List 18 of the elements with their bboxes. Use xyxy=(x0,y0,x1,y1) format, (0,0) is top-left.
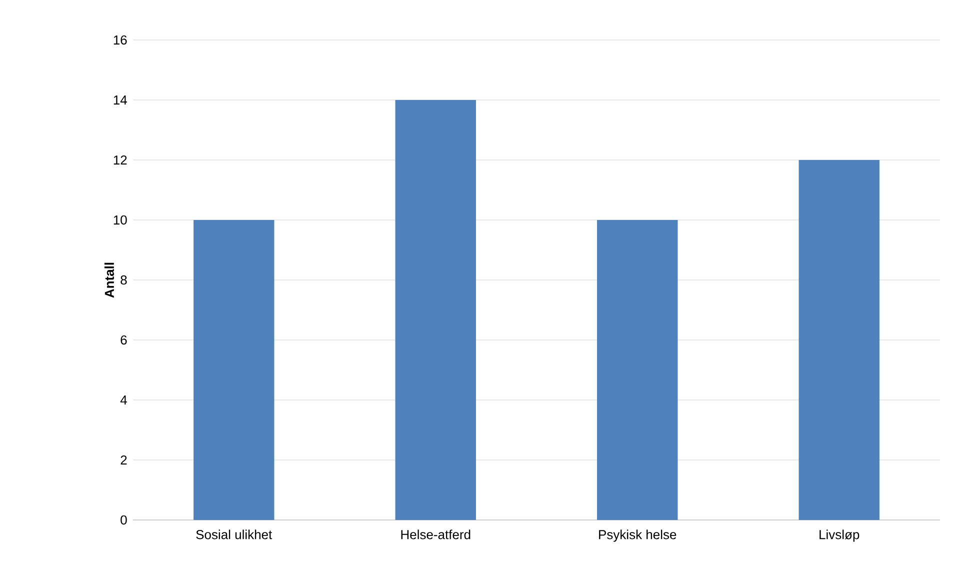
y-tick-label: 0 xyxy=(120,515,127,525)
y-tick-label: 10 xyxy=(114,215,127,225)
x-tick-label: Livsløp xyxy=(820,530,860,542)
y-tick-label: 4 xyxy=(120,396,127,404)
y-tick-label: 8 xyxy=(120,275,127,285)
y-tick-label: 6 xyxy=(120,335,127,345)
y-tick-label: 12 xyxy=(114,155,127,165)
x-tick-label: Psykisk helse xyxy=(599,530,676,542)
x-tick-label: Helse-atferd xyxy=(401,530,470,540)
y-tick-label: 16 xyxy=(114,35,127,45)
x-tick-label: Sosial ulikhet xyxy=(196,530,272,540)
bar xyxy=(798,160,880,520)
bar xyxy=(194,220,274,520)
bar xyxy=(597,220,678,520)
y-tick-label: 14 xyxy=(114,96,127,104)
y-tick-label: 2 xyxy=(120,455,127,465)
y-axis-title: Antall xyxy=(104,262,114,298)
bar xyxy=(395,100,476,520)
